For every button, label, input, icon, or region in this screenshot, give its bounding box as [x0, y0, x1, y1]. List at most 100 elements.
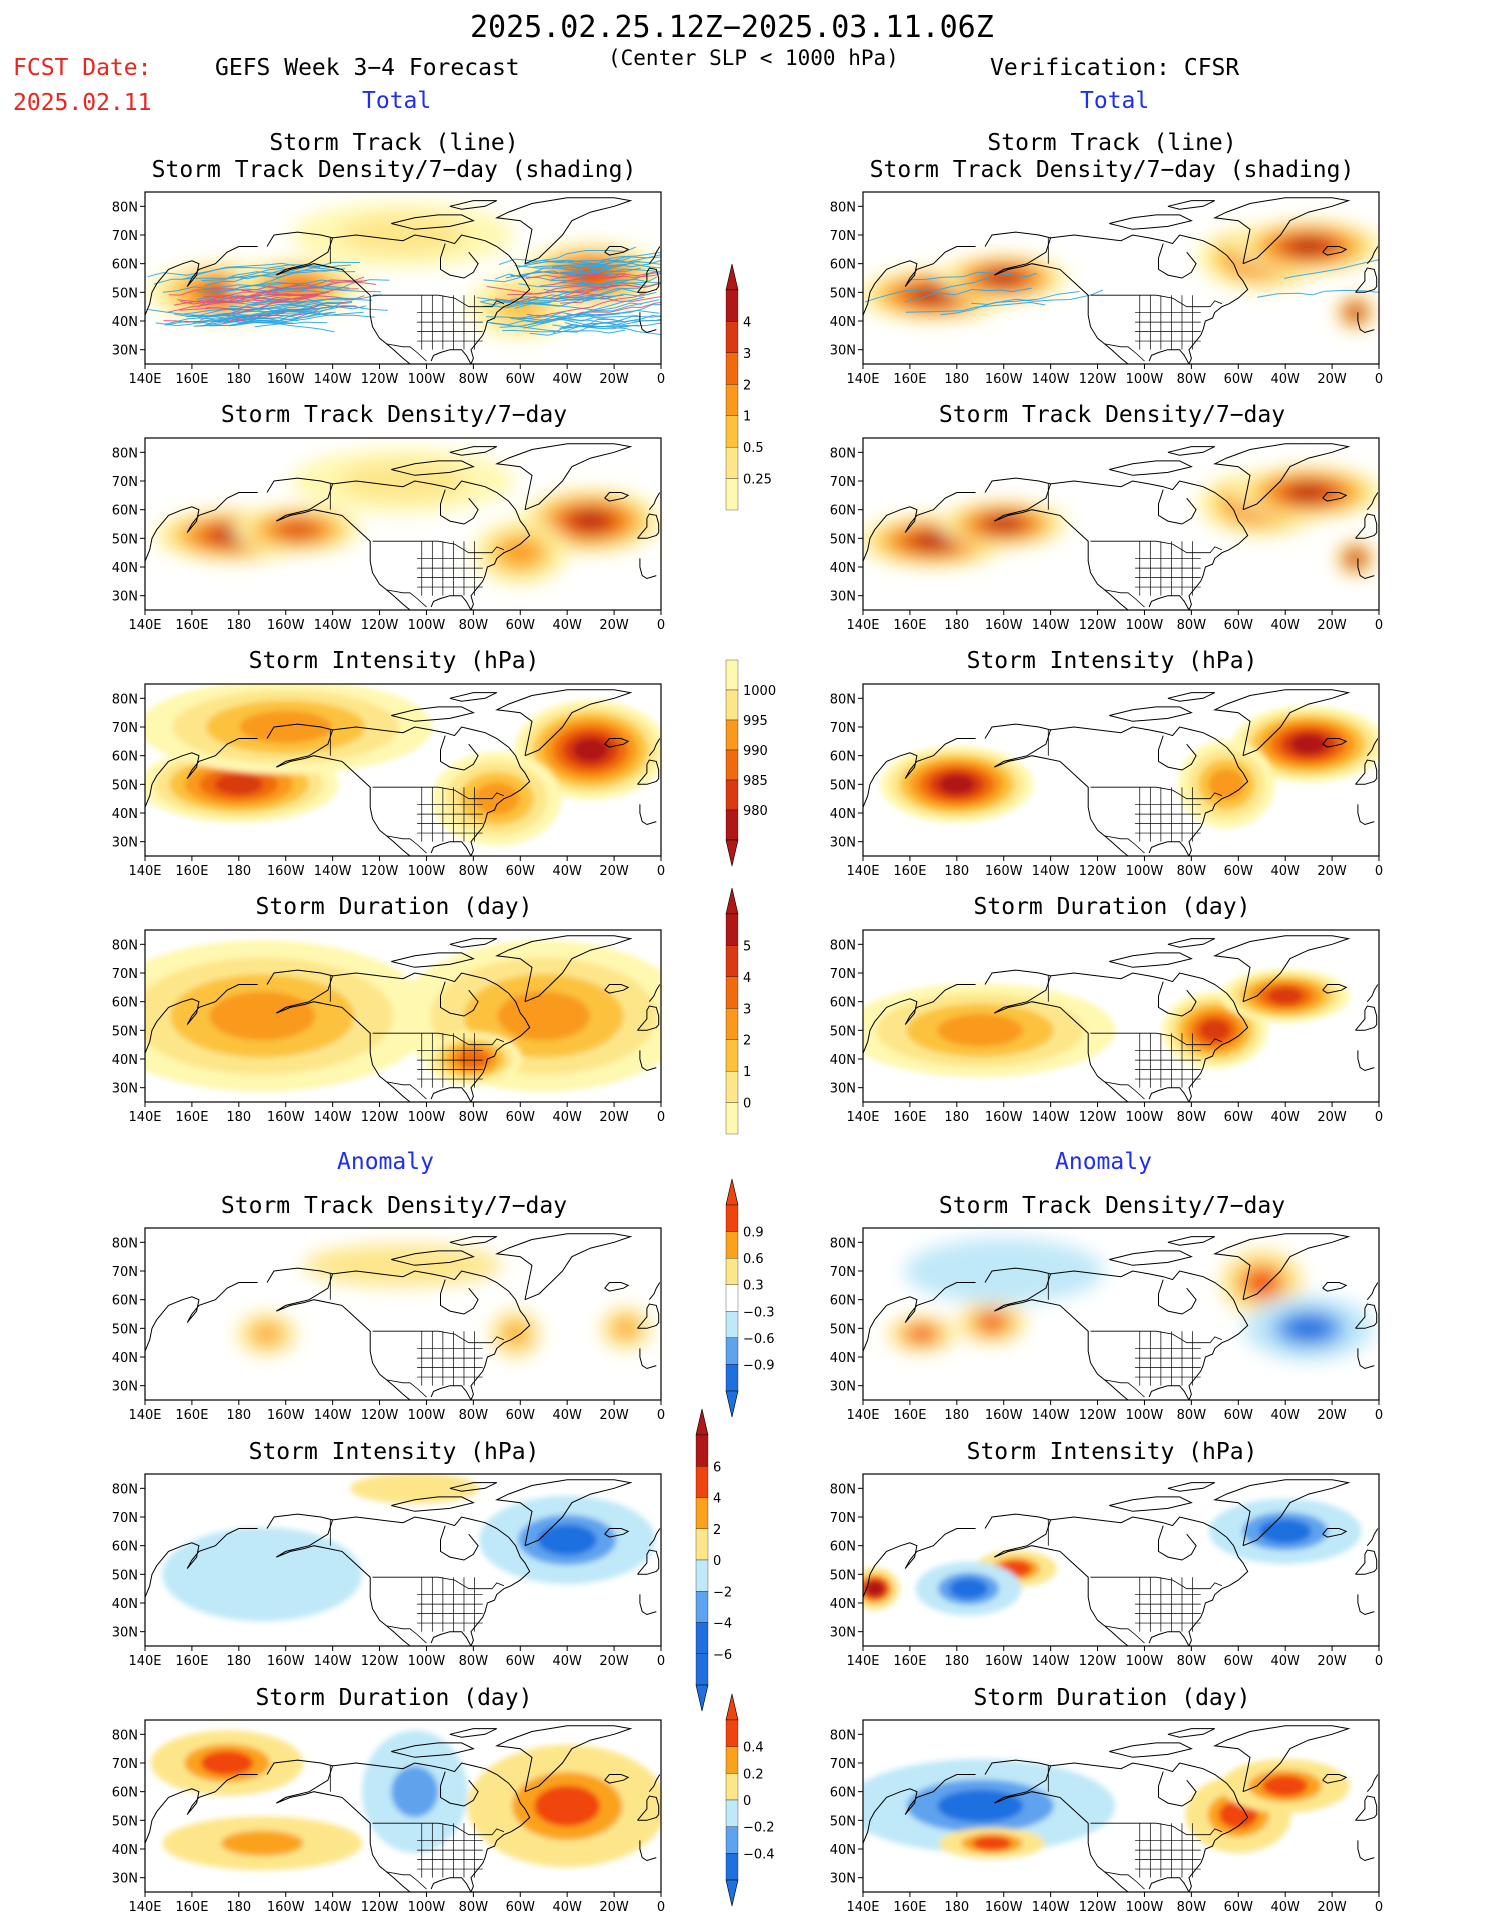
- lon-tick-label: 120W: [361, 1110, 399, 1125]
- border-line: [372, 1032, 505, 1046]
- coastline: [1188, 254, 1249, 364]
- lon-tick-label: 80W: [1177, 1654, 1207, 1669]
- coastline: [495, 689, 633, 757]
- lon-tick-label: 40W: [552, 1654, 582, 1669]
- storm-track-line: [525, 271, 657, 279]
- storm-track-line: [566, 304, 661, 316]
- coastline: [1188, 1536, 1249, 1646]
- coastline: [470, 1782, 531, 1892]
- lat-tick-label: 70N: [830, 721, 856, 736]
- lat-tick-label: 60N: [830, 1786, 856, 1801]
- right-total-label: Total: [1080, 88, 1150, 114]
- shade-blob: [1285, 1316, 1332, 1341]
- coastline: [1188, 746, 1249, 856]
- coastline: [648, 1282, 661, 1301]
- colorbar-segment: [695, 1434, 709, 1467]
- coastline: [440, 1771, 479, 1807]
- coastline: [430, 349, 472, 364]
- coastline: [1158, 243, 1197, 279]
- lon-tick-label: 180: [944, 1408, 969, 1423]
- lat-tick-label: 70N: [830, 1265, 856, 1280]
- lon-tick-label: 60W: [1224, 372, 1254, 387]
- colorbar-segment: [725, 1773, 739, 1801]
- shading-layer: [150, 1730, 661, 1871]
- lat-tick-label: 40N: [112, 1351, 138, 1366]
- coastline: [1322, 1282, 1348, 1292]
- lon-tick-label: 140W: [1032, 1654, 1070, 1669]
- shade-blob: [345, 1251, 461, 1279]
- coastline: [1213, 443, 1351, 511]
- border-line: [386, 835, 427, 854]
- border-line: [1090, 786, 1223, 800]
- coastline: [145, 1282, 258, 1352]
- storm-track-line: [229, 302, 367, 310]
- storm-track-line: [479, 297, 603, 307]
- coastline: [863, 492, 976, 562]
- colorbar-segment: [725, 976, 739, 1009]
- colorbar-arrow-top: [695, 1408, 709, 1436]
- coastline: [391, 706, 475, 722]
- shading-layer: [162, 1474, 656, 1622]
- colorbar-segment: [725, 1008, 739, 1040]
- lon-tick-label: 180: [944, 1654, 969, 1669]
- shade-blob: [200, 1750, 254, 1776]
- lon-tick-label: 40W: [1270, 372, 1300, 387]
- lat-tick-label: 80N: [830, 692, 856, 707]
- storm-track-line: [495, 284, 618, 303]
- coastline: [495, 1479, 633, 1547]
- cfsr-anom-duration-map: 140E 160E 180 160W 140W 120W 100W 80W 60W 40W 20W 0…: [830, 1719, 1383, 1915]
- coastline: [1148, 349, 1190, 364]
- cfsr-anom-duration-title: Storm Duration (day): [973, 1685, 1251, 1711]
- plot-area: [863, 438, 1379, 610]
- colorbar-label: 0: [713, 1554, 721, 1569]
- storm-track-line: [153, 267, 285, 285]
- border-line: [372, 786, 505, 800]
- fcst-date-value: 2025.02.11: [13, 90, 152, 116]
- coastline: [1158, 981, 1197, 1017]
- shade-blob: [391, 1766, 439, 1818]
- fcst-total-intensity-map: 140E 160E 180 160W 140W 120W 100W 80W 60W 40W 20W 0…: [112, 683, 665, 879]
- lat-tick-label: 60N: [112, 996, 138, 1011]
- shading-layer: [153, 448, 661, 586]
- lon-tick-label: 160W: [267, 1900, 305, 1915]
- coastline: [1158, 1771, 1197, 1807]
- coastline: [1322, 984, 1348, 994]
- coastline: [440, 1525, 479, 1561]
- colorbar-segment: [725, 809, 739, 841]
- lon-tick-label: 120W: [1079, 618, 1117, 633]
- coastline: [430, 1877, 472, 1892]
- storm-track-line: [182, 264, 321, 280]
- storm-track-line: [197, 293, 304, 308]
- coastline: [440, 981, 479, 1017]
- shade-blob: [573, 512, 608, 530]
- colorbar-segment: [695, 1497, 709, 1529]
- shade-blob: [1262, 1775, 1308, 1797]
- coastline: [1322, 492, 1348, 502]
- lat-tick-label: 40N: [112, 1597, 138, 1612]
- lon-tick-label: 20W: [599, 618, 629, 633]
- shade-blob: [1208, 768, 1245, 800]
- coastline: [1167, 446, 1216, 456]
- lon-tick-label: 120W: [1079, 1654, 1117, 1669]
- storm-track-line: [564, 282, 661, 296]
- colorbar-label: 4: [743, 971, 751, 986]
- lat-tick-label: 60N: [112, 258, 138, 273]
- colorbar-segment: [725, 1337, 739, 1365]
- lat-tick-label: 80N: [830, 200, 856, 215]
- coastline: [440, 1279, 479, 1315]
- coastline: [391, 460, 475, 476]
- lon-tick-label: 160W: [267, 864, 305, 879]
- lon-tick-label: 140W: [314, 1408, 352, 1423]
- coastlines: [863, 935, 1379, 1102]
- shade-blob: [915, 287, 952, 304]
- lon-tick-label: 140E: [128, 372, 161, 387]
- lon-tick-label: 180: [944, 372, 969, 387]
- storm-track-line: [529, 319, 661, 336]
- plot-frame: [144, 929, 662, 1103]
- colorbar-label: −0.4: [743, 1847, 775, 1862]
- lon-tick-label: 20W: [599, 1408, 629, 1423]
- lon-tick-label: 160E: [175, 618, 208, 633]
- fcst-anom-density-title: Storm Track Density/7−day: [220, 1193, 568, 1219]
- lon-tick-label: 160E: [175, 1110, 208, 1125]
- lat-tick-label: 30N: [112, 836, 138, 851]
